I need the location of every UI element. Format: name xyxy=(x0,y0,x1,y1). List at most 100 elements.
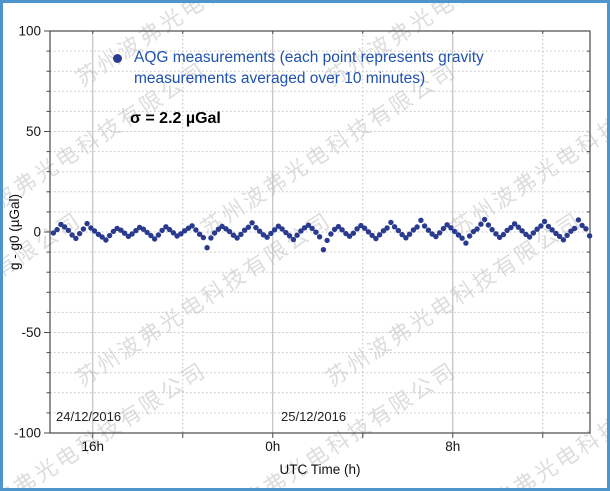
data-point xyxy=(474,226,480,232)
data-point xyxy=(384,225,390,231)
data-point xyxy=(170,230,177,236)
data-point xyxy=(196,231,203,237)
data-point xyxy=(91,228,98,234)
tick-label: 0h xyxy=(265,439,280,454)
data-point xyxy=(350,230,357,236)
data-point xyxy=(193,227,199,233)
data-point xyxy=(80,226,87,232)
data-point xyxy=(189,223,195,229)
data-point xyxy=(568,228,574,234)
data-point xyxy=(226,228,233,235)
data-point xyxy=(211,230,218,236)
data-point xyxy=(69,232,75,238)
data-point xyxy=(395,227,402,234)
tick-label: -100 xyxy=(14,426,41,441)
data-point xyxy=(133,227,139,234)
scatter-plot-canvas: 100 50 0 -50 -100 16h 0h 8h xyxy=(14,24,593,455)
data-point xyxy=(230,232,237,238)
data-point xyxy=(181,228,188,234)
data-point xyxy=(286,233,293,239)
data-point xyxy=(328,231,334,237)
data-point xyxy=(121,230,128,236)
data-point xyxy=(320,247,327,253)
data-point xyxy=(583,226,589,232)
data-point xyxy=(545,223,552,230)
data-point xyxy=(504,227,510,234)
data-point xyxy=(489,226,495,233)
data-point xyxy=(305,222,312,228)
data-point xyxy=(144,229,150,236)
data-point xyxy=(451,228,458,235)
data-point xyxy=(436,230,443,236)
data-point xyxy=(369,232,375,239)
data-point xyxy=(298,228,304,234)
data-point xyxy=(376,232,383,238)
data-point xyxy=(575,217,582,223)
data-point xyxy=(530,230,537,236)
data-point xyxy=(118,227,124,233)
data-point xyxy=(166,226,173,233)
data-point xyxy=(511,221,518,227)
scatter-points xyxy=(50,216,593,253)
data-point xyxy=(313,229,319,235)
sigma-annotation: σ = 2.2 µGal xyxy=(130,110,221,127)
data-point xyxy=(110,228,117,235)
data-point xyxy=(103,237,109,243)
data-point xyxy=(208,235,214,241)
data-point xyxy=(459,235,465,241)
data-point xyxy=(380,228,387,234)
data-point xyxy=(290,236,297,243)
data-point xyxy=(414,224,420,230)
data-point xyxy=(88,225,94,231)
data-point xyxy=(538,223,544,229)
data-point xyxy=(391,224,398,230)
data-point xyxy=(478,221,484,227)
data-point xyxy=(403,235,409,241)
data-point xyxy=(534,226,540,232)
data-point xyxy=(410,227,417,233)
tick-label: 0 xyxy=(33,225,41,240)
tick-label: -50 xyxy=(21,325,41,340)
data-point xyxy=(275,223,282,229)
data-point xyxy=(106,232,113,239)
data-point xyxy=(388,219,394,226)
data-point xyxy=(508,224,514,231)
data-point xyxy=(556,233,563,240)
data-point xyxy=(526,234,533,240)
data-point xyxy=(515,224,522,230)
y-axis-title: g - g0 (µGal) xyxy=(7,193,22,271)
data-point xyxy=(564,232,570,239)
data-point xyxy=(339,227,345,233)
data-point xyxy=(331,226,338,233)
data-point xyxy=(301,225,308,231)
data-point xyxy=(65,227,72,234)
data-point xyxy=(215,226,222,232)
data-point xyxy=(54,226,60,233)
data-point xyxy=(496,234,503,241)
data-point xyxy=(455,232,462,238)
data-point xyxy=(234,235,240,241)
data-point xyxy=(579,222,585,229)
data-point xyxy=(309,225,315,232)
data-point xyxy=(463,240,469,246)
data-point xyxy=(271,227,278,233)
data-point xyxy=(448,225,454,231)
data-point xyxy=(283,229,289,236)
data-point xyxy=(50,230,57,236)
data-point xyxy=(560,237,567,243)
data-point xyxy=(519,228,525,234)
data-point xyxy=(61,224,68,230)
axis-tick-labels: 100 50 0 -50 -100 16h 0h 8h xyxy=(14,24,460,455)
data-point xyxy=(200,234,207,241)
data-point xyxy=(155,232,162,238)
legend-line-2: measurements averaged over 10 minutes) xyxy=(134,70,426,87)
data-point xyxy=(399,231,405,238)
data-point xyxy=(354,226,360,232)
legend-line-1: AQG measurements (each point represents … xyxy=(134,49,484,66)
data-point xyxy=(586,233,593,239)
tick-label: 100 xyxy=(18,24,41,39)
data-point xyxy=(238,231,244,238)
data-point xyxy=(418,217,424,223)
legend-dot-icon xyxy=(113,54,122,63)
